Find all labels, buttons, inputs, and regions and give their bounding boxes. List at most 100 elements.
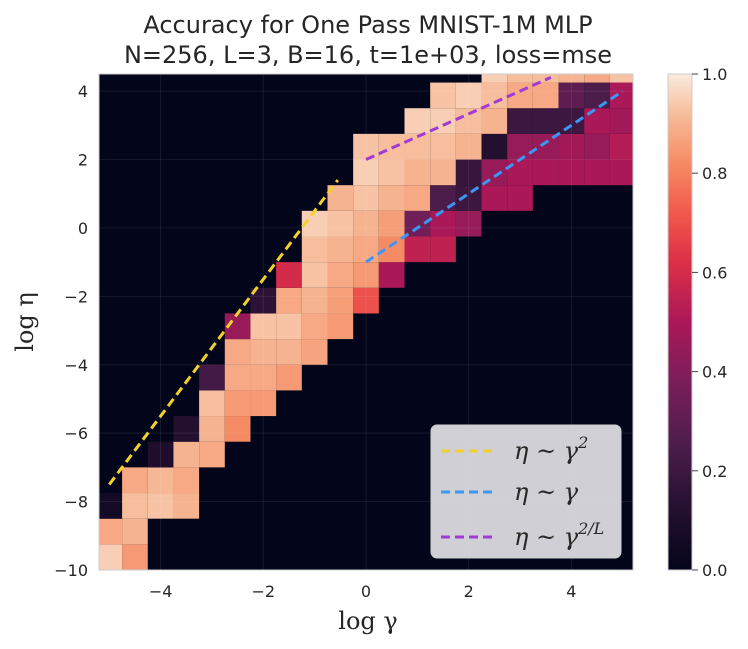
x-tick-label: 4 [566,582,576,601]
x-axis-label: log γ [338,607,397,635]
heatmap-cell [301,313,328,340]
heatmap-cell [353,159,379,186]
heatmap-cell [276,364,302,391]
heatmap-cell [147,493,174,519]
heatmap-cell [404,133,431,160]
heatmap-cell [584,108,610,134]
legend: η ~ γ2η ~ γη ~ γ2/L [430,424,622,559]
heatmap-cell [378,210,405,237]
heatmap-cell [122,544,148,570]
heatmap-cell [455,82,482,109]
heatmap-cell [147,441,174,468]
heatmap-cell [507,133,533,160]
heatmap-cell [532,159,559,186]
heatmap-cell [507,74,533,83]
heatmap-cell [558,74,585,83]
heatmap-cell [173,493,200,519]
y-tick-label: −10 [54,561,88,580]
y-axis-label: log η [11,292,39,352]
heatmap-cell [481,74,508,83]
colorbar-tick-label: 0.0 [702,561,727,580]
heatmap-cell [122,518,148,545]
heatmap-cell [378,262,405,288]
heatmap-cell [250,339,277,365]
colorbar-tick-label: 1.0 [702,65,727,84]
heatmap-cell [430,236,456,263]
heatmap-cell [327,236,354,263]
x-tick-label: 0 [361,582,371,601]
heatmap-cell [301,236,328,263]
heatmap-cell [122,467,148,494]
heatmap-cell [481,82,508,109]
y-tick-label: −4 [64,356,88,375]
heatmap-cell [199,416,225,442]
heatmap-cell [532,82,559,109]
heatmap-cell [199,441,225,468]
legend-label: η ~ γ2 [514,433,588,465]
heatmap-cell [609,108,633,134]
heatmap-cell [327,287,354,314]
heatmap-cell [609,82,633,109]
y-tick-label: −8 [64,493,88,512]
heatmap-cell [584,74,610,83]
heatmap-cell [507,185,533,211]
heatmap-cell [353,133,379,160]
y-tick-label: 4 [78,82,88,101]
heatmap-cell [122,493,148,519]
heatmap-cell [353,210,379,237]
heatmap-cell [276,287,302,314]
heatmap-cell [481,133,508,160]
heatmap-cell [430,185,456,211]
heatmap-cell [455,159,482,186]
heatmap-cell [507,108,533,134]
y-tick-label: 2 [78,151,88,170]
heatmap-cell [199,390,225,417]
heatmap-cell [507,159,533,186]
heatmap-cell [327,262,354,288]
heatmap-cell [276,339,302,365]
heatmap-cell [327,210,354,237]
heatmap-cell [199,364,225,391]
heatmap-cell [584,159,610,186]
heatmap-cell [404,236,431,263]
colorbar [667,73,693,571]
heatmap-cell [558,159,585,186]
heatmap-cell [99,544,123,570]
heatmap-cell [404,159,431,186]
heatmap-cell [224,339,251,365]
y-tick-label: −2 [64,287,88,306]
heatmap-cell [455,133,482,160]
x-tick-label: −4 [149,582,173,601]
colorbar-tick-label: 0.2 [702,462,727,481]
heatmap-cell [301,339,328,365]
heatmap-cell [327,313,354,340]
colorbar-tick-label: 0.8 [702,164,727,183]
heatmap-cell [99,493,123,519]
x-tick-label: 2 [464,582,474,601]
legend-label: η ~ γ [514,478,579,506]
heatmap-cell [353,287,379,314]
heatmap-cell [173,467,200,494]
heatmap-cell [276,313,302,340]
heatmap-cell [250,364,277,391]
heatmap-cell [404,185,431,211]
y-tick-label: 0 [78,219,88,238]
heatmap-cell [301,262,328,288]
heatmap-cell [455,210,482,237]
heatmap-cell [353,185,379,211]
heatmap-cell [224,364,251,391]
heatmap-cell [250,390,277,417]
colorbar-tick-label: 0.4 [702,363,727,382]
heatmap-cell [430,159,456,186]
heatmap-cell [378,159,405,186]
heatmap-cell [404,108,431,134]
heatmap-cell [173,416,200,442]
heatmap-cell [173,441,200,468]
heatmap-cell [584,133,610,160]
heatmap-cell [609,159,633,186]
heatmap-cell [532,108,559,134]
heatmap-cell [584,82,610,109]
y-tick-label: −6 [64,424,88,443]
